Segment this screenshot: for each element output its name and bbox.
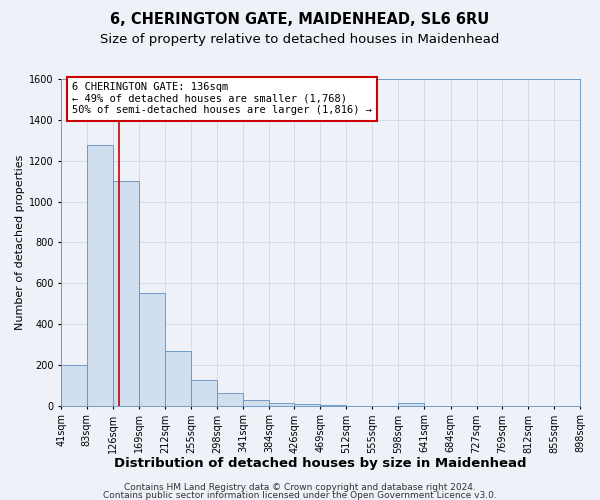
Text: Contains HM Land Registry data © Crown copyright and database right 2024.: Contains HM Land Registry data © Crown c… <box>124 483 476 492</box>
Bar <box>295 404 320 406</box>
Y-axis label: Number of detached properties: Number of detached properties <box>15 154 25 330</box>
Bar <box>139 294 165 406</box>
X-axis label: Distribution of detached houses by size in Maidenhead: Distribution of detached houses by size … <box>115 457 527 470</box>
Bar <box>269 402 295 406</box>
Bar <box>61 365 87 406</box>
Text: 6, CHERINGTON GATE, MAIDENHEAD, SL6 6RU: 6, CHERINGTON GATE, MAIDENHEAD, SL6 6RU <box>110 12 490 28</box>
Text: Size of property relative to detached houses in Maidenhead: Size of property relative to detached ho… <box>100 32 500 46</box>
Bar <box>165 350 191 406</box>
Text: Contains public sector information licensed under the Open Government Licence v3: Contains public sector information licen… <box>103 490 497 500</box>
Bar <box>320 404 346 406</box>
Bar <box>398 402 424 406</box>
Bar <box>113 181 139 406</box>
Bar <box>243 400 269 406</box>
Bar <box>87 146 113 406</box>
Bar <box>191 380 217 406</box>
Text: 6 CHERINGTON GATE: 136sqm
← 49% of detached houses are smaller (1,768)
50% of se: 6 CHERINGTON GATE: 136sqm ← 49% of detac… <box>72 82 372 116</box>
Bar <box>217 394 243 406</box>
